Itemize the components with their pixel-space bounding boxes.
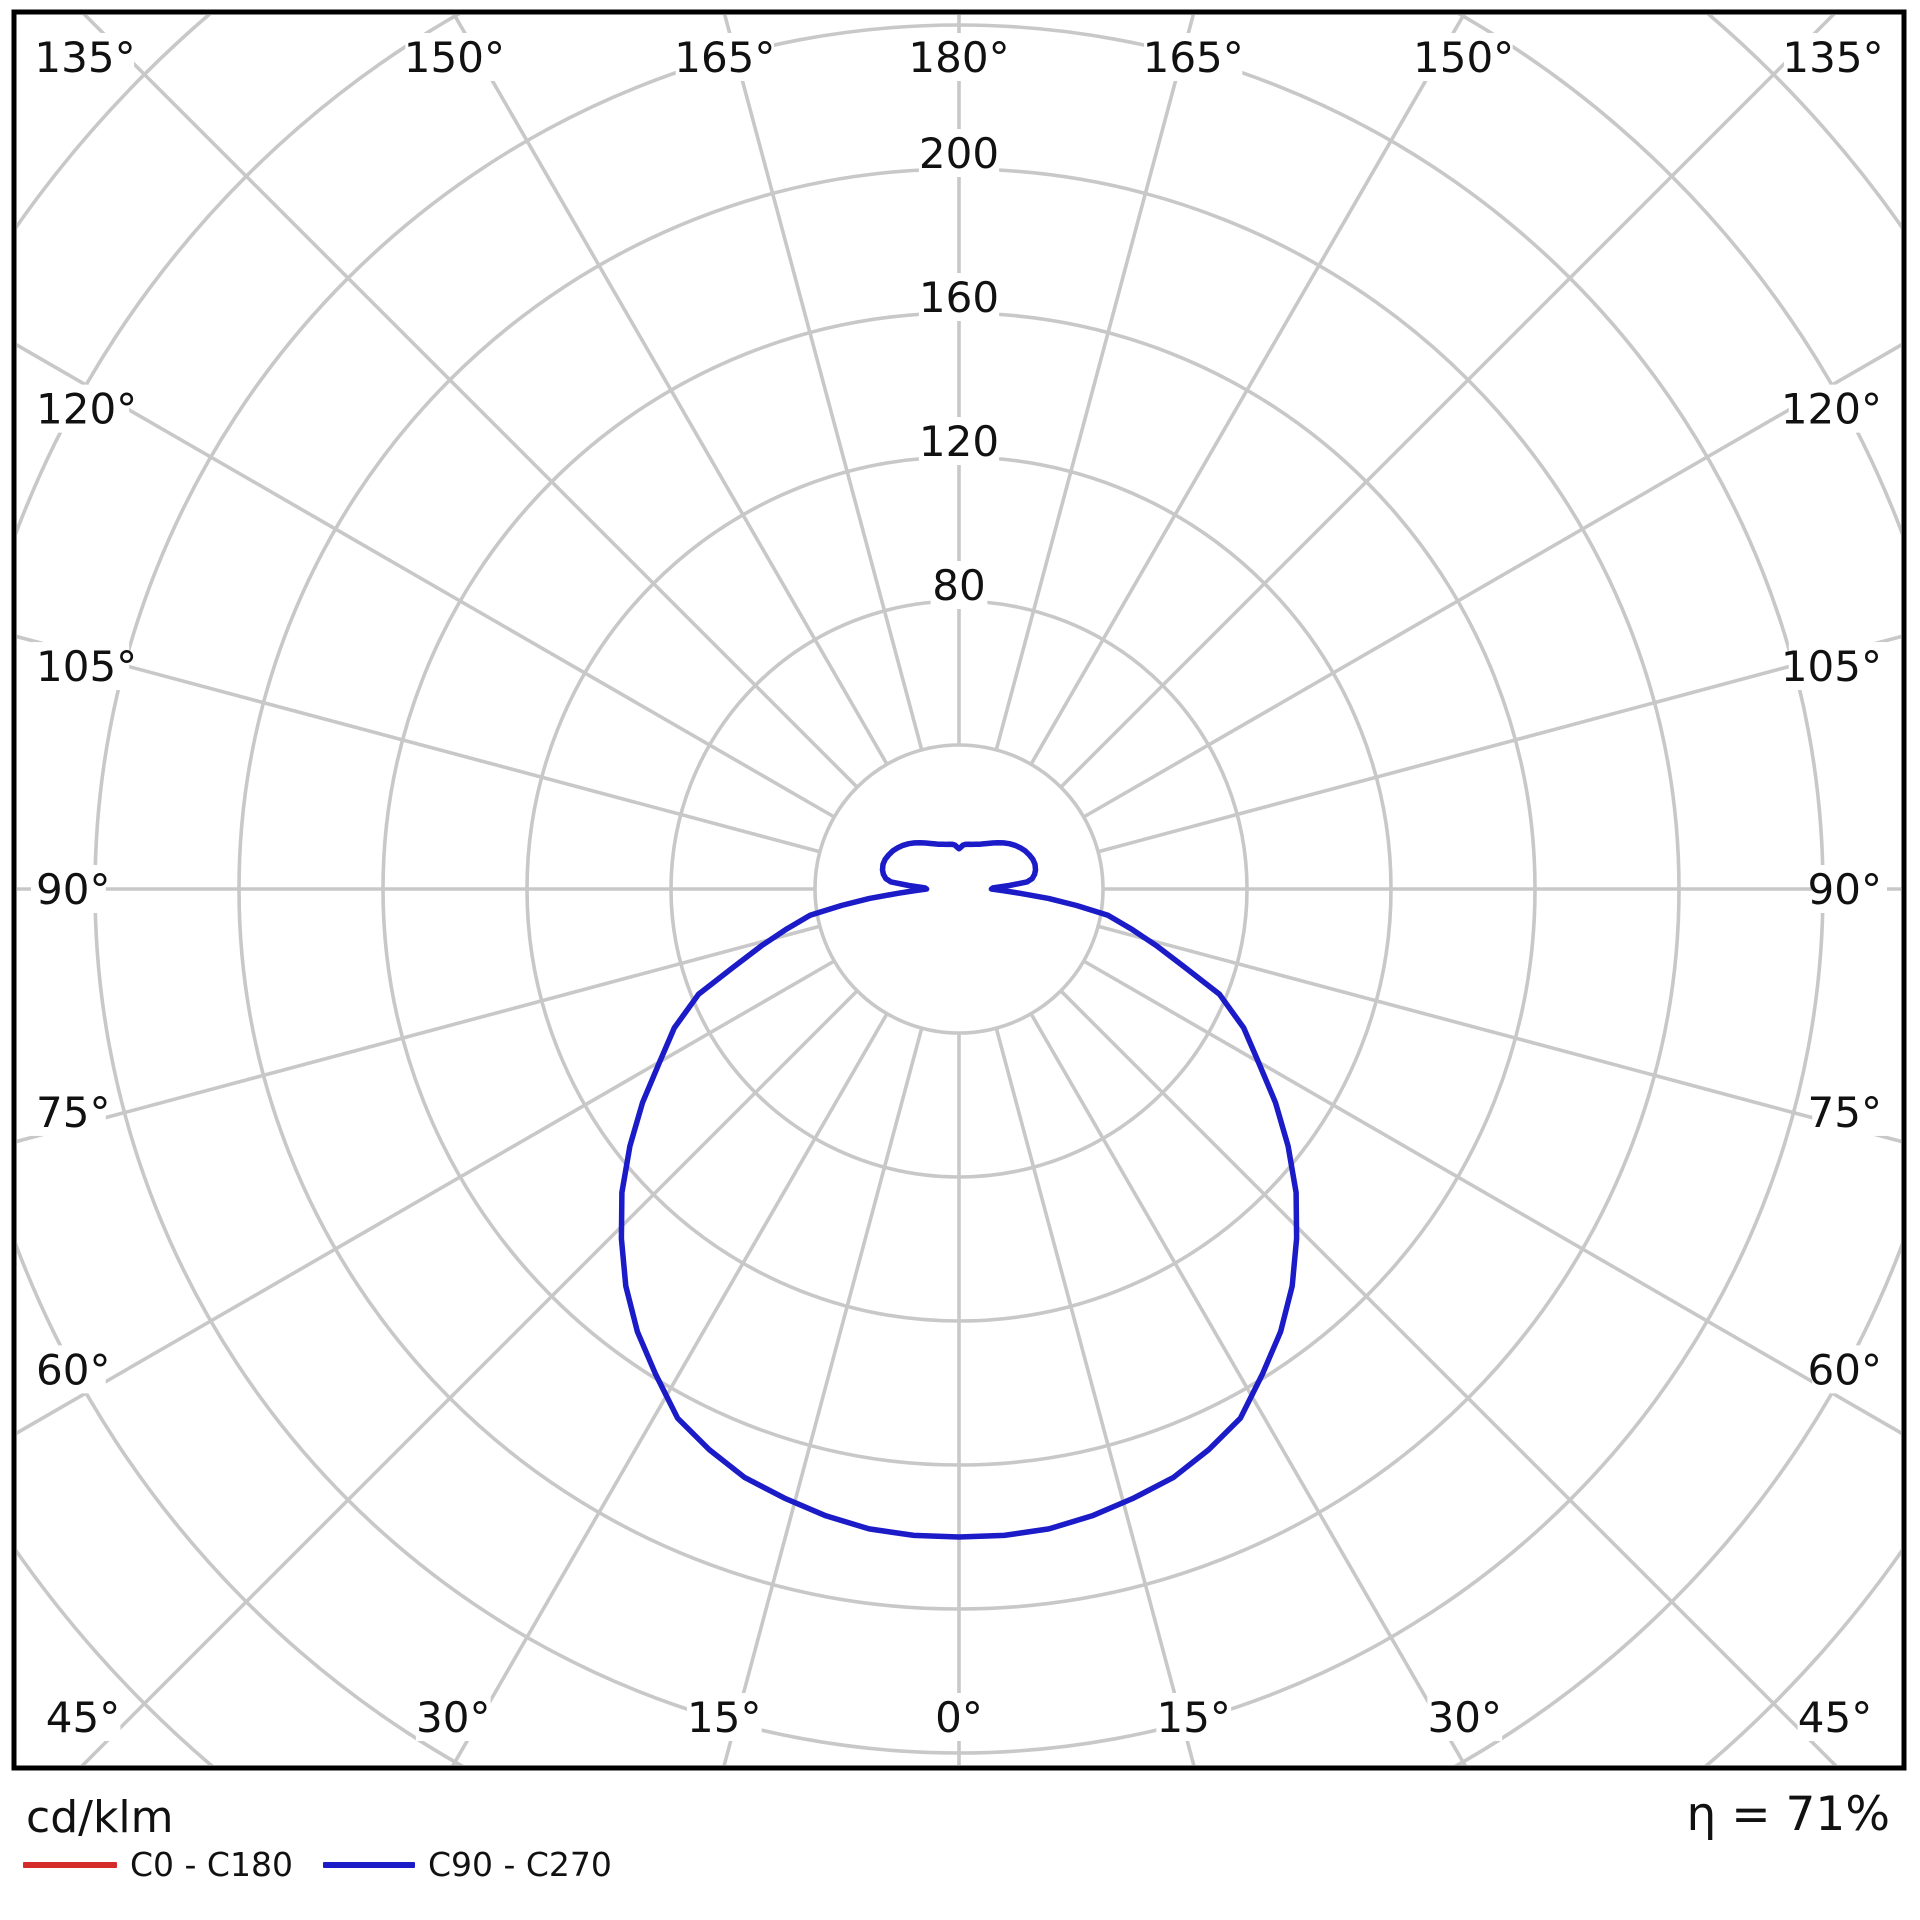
angle-label: 45° xyxy=(46,1693,120,1742)
grid-spoke xyxy=(1029,15,1466,766)
radial-tick-label: 80 xyxy=(932,561,985,610)
legend: C0 - C180 C90 - C270 xyxy=(23,1845,612,1884)
label-gap xyxy=(933,1693,985,1741)
grid-spoke xyxy=(1082,959,1901,1435)
angle-label: 60° xyxy=(1808,1345,1882,1394)
angle-label: 120° xyxy=(1781,385,1882,434)
label-gap xyxy=(415,1693,491,1741)
angle-label: 135° xyxy=(34,33,135,82)
label-gap xyxy=(918,417,1000,465)
label-gap xyxy=(31,642,130,691)
label-gap xyxy=(918,129,1000,177)
legend-label-c0-c180: C0 - C180 xyxy=(130,1845,293,1884)
label-gap xyxy=(31,384,130,433)
grid-spoke xyxy=(1097,634,1901,854)
label-gap xyxy=(1783,33,1883,81)
grid-spoke xyxy=(17,634,821,854)
label-gap xyxy=(1812,865,1887,913)
grid-spoke xyxy=(1097,924,1901,1144)
grid-spoke xyxy=(17,343,836,819)
axis-labels: 80 120 160 200 0° 15° 15° 30° 30° 45° 45° 60° 60° 75°… xyxy=(31,33,1887,1742)
label-gap xyxy=(1144,33,1243,81)
grid-spoke xyxy=(1082,343,1901,819)
angle-label: 75° xyxy=(36,1088,110,1137)
legend-swatch-c0-c180 xyxy=(23,1861,117,1868)
label-gap xyxy=(35,33,135,81)
label-gap xyxy=(1788,384,1887,433)
label-gap xyxy=(1156,1693,1232,1741)
angle-label: 150° xyxy=(1413,33,1514,82)
label-gap xyxy=(675,33,774,81)
unit-label: cd/klm xyxy=(26,1792,174,1843)
radial-tick-label: 120 xyxy=(919,417,999,466)
angle-label: 45° xyxy=(1798,1693,1872,1742)
angle-label: 15° xyxy=(1156,1693,1230,1742)
angle-label: 30° xyxy=(416,1693,490,1742)
label-gap xyxy=(405,33,504,81)
label-gap xyxy=(1812,1345,1887,1394)
grid-spoke xyxy=(452,15,889,766)
label-gap xyxy=(930,561,988,609)
label-gap xyxy=(1427,1693,1503,1741)
label-gap xyxy=(45,1693,121,1741)
legend-swatch-c90-c270 xyxy=(322,1861,415,1868)
grid-spoke xyxy=(17,924,821,1144)
label-gap xyxy=(1797,1693,1873,1741)
angle-label: 120° xyxy=(36,385,137,434)
angle-label: 105° xyxy=(1781,642,1882,691)
label-gap xyxy=(31,865,106,913)
angle-label: 0° xyxy=(935,1693,983,1742)
angle-label: 90° xyxy=(36,865,110,914)
legend-label-c90-c270: C90 - C270 xyxy=(427,1845,612,1884)
grid-spoke xyxy=(17,959,836,1435)
plot-frame xyxy=(11,9,1907,1771)
curve-c90-c270 xyxy=(618,839,1300,1540)
grid-spoke xyxy=(722,1027,924,1765)
label-gap xyxy=(31,1087,106,1136)
label-gap xyxy=(31,1345,106,1394)
angle-label: 15° xyxy=(687,1693,761,1742)
grid-spoke xyxy=(451,1012,889,1765)
curves xyxy=(618,839,1300,1540)
grid-spoke xyxy=(994,1027,1196,1765)
angle-label: 165° xyxy=(674,33,775,82)
radial-tick-label: 160 xyxy=(919,273,999,322)
label-gap xyxy=(918,273,1000,321)
angle-label: 30° xyxy=(1428,1693,1502,1742)
grid-spoke xyxy=(1029,1012,1467,1765)
label-gap xyxy=(1812,1087,1887,1136)
grid-spoke xyxy=(722,15,924,751)
label-gap xyxy=(1788,642,1887,691)
angle-label: 180° xyxy=(908,33,1009,82)
angle-label: 165° xyxy=(1143,33,1244,82)
angle-label: 105° xyxy=(36,642,137,691)
label-gap xyxy=(909,33,1009,81)
label-gap xyxy=(1414,33,1513,81)
efficiency-value: η = 71% xyxy=(1686,1787,1890,1842)
angle-label: 135° xyxy=(1782,33,1883,82)
angle-label: 75° xyxy=(1808,1088,1882,1137)
angle-label: 90° xyxy=(1808,865,1882,914)
label-gap xyxy=(686,1693,762,1741)
grid-spoke xyxy=(994,15,1196,751)
angle-label: 150° xyxy=(404,33,505,82)
radial-tick-label: 200 xyxy=(919,129,999,178)
angle-label: 60° xyxy=(36,1345,110,1394)
